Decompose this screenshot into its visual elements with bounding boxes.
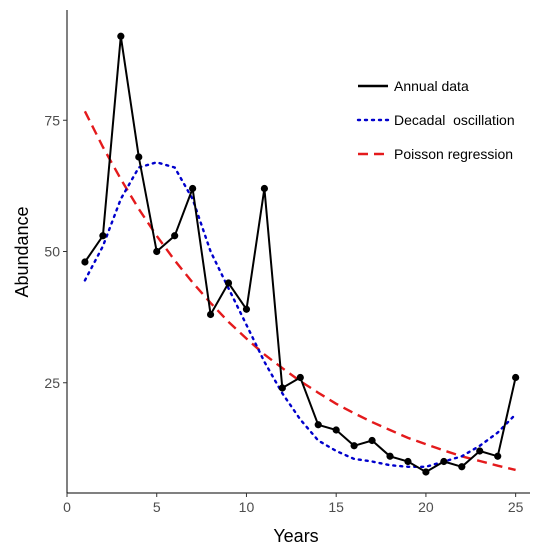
data-point [512, 373, 520, 382]
data-point [314, 421, 322, 429]
data-point [99, 232, 107, 240]
x-axis-ticks: 0 5 10 15 20 25 [63, 493, 524, 515]
x-tick-label: 15 [328, 499, 344, 515]
legend: Annual data Decadal oscillation Poisson re… [356, 78, 515, 162]
legend-label: Decadal oscillation [394, 112, 515, 128]
x-tick-label: 5 [153, 499, 161, 515]
series-line-decadal-oscillation [83, 161, 517, 468]
data-point [332, 426, 340, 434]
data-point [350, 442, 358, 450]
data-point [494, 452, 502, 460]
data-point [368, 436, 376, 445]
data-point [135, 153, 143, 161]
data-points [81, 32, 520, 476]
x-tick-label: 10 [239, 499, 255, 515]
data-point [224, 279, 233, 287]
y-axis-title: Abundance [12, 206, 32, 297]
data-point [386, 452, 394, 460]
y-tick-label: 50 [44, 244, 60, 260]
data-point [206, 310, 215, 319]
y-tick-label: 25 [44, 375, 60, 391]
series-lines [83, 36, 517, 474]
data-point [117, 32, 125, 40]
data-point [404, 457, 412, 466]
data-point [278, 384, 286, 392]
data-point [260, 184, 269, 193]
data-point [153, 247, 161, 256]
x-axis-title: Years [273, 526, 318, 546]
y-axis-ticks: 25 50 75 [44, 112, 67, 391]
x-tick-label: 0 [63, 499, 71, 515]
data-point [458, 463, 466, 471]
y-tick-label: 75 [44, 112, 60, 128]
data-point [81, 258, 89, 266]
legend-label: Poisson regression [394, 146, 513, 162]
data-point [242, 305, 251, 313]
data-point [476, 447, 484, 455]
data-point [440, 457, 448, 466]
data-point [189, 184, 197, 193]
data-point [422, 468, 430, 476]
data-point [296, 373, 304, 382]
x-tick-label: 25 [508, 499, 524, 515]
data-point [171, 232, 179, 240]
series-line-annual-data [84, 36, 517, 474]
series-line-poisson-regression [83, 110, 516, 472]
legend-label: Annual data [394, 78, 469, 94]
plot-area [81, 32, 520, 476]
x-tick-label: 20 [418, 499, 434, 515]
